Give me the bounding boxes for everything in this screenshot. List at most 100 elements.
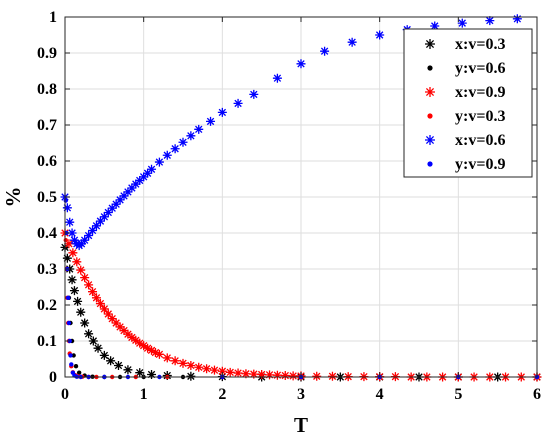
- data-point-star: [485, 16, 495, 26]
- data-point-dot: [68, 353, 73, 358]
- data-point-star: [135, 368, 145, 378]
- x-axis-title: T: [294, 413, 308, 437]
- x-tick-label: 5: [454, 386, 462, 403]
- x-tick-label: 4: [376, 386, 384, 403]
- data-point-star: [249, 89, 259, 99]
- data-point-star: [296, 59, 306, 69]
- data-point-star: [320, 46, 330, 56]
- data-point-star: [241, 369, 251, 379]
- data-point-star: [62, 253, 72, 263]
- data-point-star: [93, 343, 103, 353]
- data-point-star: [84, 329, 94, 339]
- series-x:v=0.6: [60, 14, 522, 251]
- data-point-star: [69, 235, 79, 245]
- data-point-star: [217, 366, 227, 376]
- data-point-star: [135, 338, 145, 348]
- data-point-star: [123, 329, 133, 339]
- data-point-star: [84, 280, 94, 290]
- data-point-dot: [427, 161, 433, 167]
- data-point-star: [194, 362, 204, 372]
- data-point-dot: [71, 353, 76, 358]
- data-point-star: [88, 287, 98, 297]
- data-point-star: [127, 183, 137, 193]
- y-axis-title: %: [1, 187, 25, 208]
- data-point-star: [265, 370, 275, 380]
- data-point-star: [150, 348, 160, 358]
- data-point-star: [186, 371, 196, 381]
- data-point-dot: [69, 362, 74, 367]
- data-point-star: [147, 345, 157, 355]
- data-point-star: [147, 164, 157, 174]
- data-point-star: [430, 21, 440, 31]
- data-point-star: [202, 364, 212, 374]
- data-point-star: [103, 309, 113, 319]
- data-point-star: [327, 371, 337, 381]
- data-point-dot: [76, 370, 82, 375]
- y-tick-label: 1: [49, 9, 57, 26]
- data-point-star: [272, 73, 282, 83]
- data-point-dot: [66, 320, 72, 326]
- data-point-star: [206, 116, 216, 126]
- legend-entry-label: y:v=0.3: [455, 108, 505, 125]
- data-point-star: [88, 225, 98, 235]
- x-tick-label: 2: [218, 386, 226, 403]
- data-point-star: [425, 135, 435, 145]
- data-point-star: [111, 318, 121, 328]
- data-point-star: [115, 195, 125, 205]
- data-point-star: [131, 179, 141, 189]
- y-tick-label: 0.7: [37, 117, 57, 134]
- legend: x:v=0.3 y:v=0.6 x:v=0.9 y:v=0.3 x:v=0.6 y:v=0…: [403, 28, 533, 178]
- data-point-star: [103, 207, 113, 217]
- data-point-star: [147, 369, 157, 379]
- data-point-star: [143, 343, 153, 353]
- data-point-star: [272, 370, 282, 380]
- data-point-star: [186, 131, 196, 141]
- data-point-star: [288, 371, 298, 381]
- data-point-star: [209, 365, 219, 375]
- data-point-star: [84, 231, 94, 241]
- data-point-star: [512, 14, 522, 24]
- y-tick-label: 0.4: [37, 225, 57, 242]
- data-point-star: [107, 314, 117, 324]
- data-point-star: [135, 175, 145, 185]
- data-point-star: [99, 212, 109, 222]
- x-tick-label: 0: [61, 386, 69, 403]
- legend-box: [403, 28, 533, 178]
- data-point-star: [425, 87, 435, 97]
- data-point-star: [119, 191, 129, 201]
- data-point-star: [80, 235, 90, 245]
- data-point-star: [162, 353, 172, 363]
- data-point-star: [77, 239, 87, 249]
- data-point-star: [88, 336, 98, 346]
- data-point-dot: [427, 65, 433, 71]
- data-point-star: [119, 326, 129, 336]
- data-point-star: [154, 349, 164, 359]
- data-point-star: [73, 296, 83, 306]
- data-point-star: [107, 203, 117, 213]
- x-axis-ticks: 0 1 2 3 4 5 6: [61, 17, 541, 403]
- data-point-star: [68, 248, 78, 258]
- data-point-star: [111, 199, 121, 209]
- data-point-star: [143, 168, 153, 178]
- data-point-star: [194, 124, 204, 134]
- data-point-star: [91, 293, 101, 303]
- data-point-star: [312, 371, 322, 381]
- data-point-star: [106, 356, 116, 366]
- data-point-star: [64, 239, 74, 249]
- data-point-star: [67, 228, 77, 238]
- data-point-star: [67, 275, 77, 285]
- y-tick-label: 0.1: [37, 333, 57, 350]
- x-tick-label: 6: [533, 386, 541, 403]
- legend-entry-label: x:v=0.3: [455, 36, 505, 53]
- data-point-star: [123, 365, 133, 375]
- data-point-star: [80, 273, 90, 283]
- legend-entry-label: y:v=0.6: [455, 60, 505, 77]
- y-tick-label: 0.6: [37, 153, 57, 170]
- data-point-star: [76, 265, 86, 275]
- data-point-dot: [73, 364, 79, 369]
- data-point-star: [186, 360, 196, 370]
- data-point-star: [178, 137, 188, 147]
- data-point-star: [139, 172, 149, 182]
